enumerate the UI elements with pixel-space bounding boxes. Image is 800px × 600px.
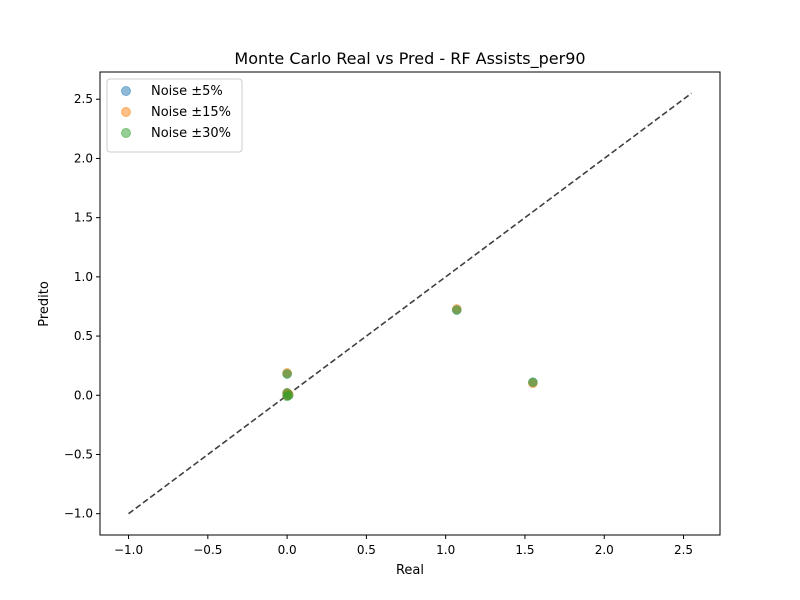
x-tick-label: −1.0 — [114, 543, 143, 557]
x-tick-label: 2.5 — [674, 543, 693, 557]
legend: Noise ±5% Noise ±15% Noise ±30% — [106, 78, 243, 153]
legend-marker-2 — [121, 107, 131, 117]
y-tick-label: −0.5 — [64, 447, 93, 461]
legend-marker-3 — [121, 128, 131, 138]
data-point-series-3-6 — [528, 377, 538, 387]
x-axis-label: Real — [396, 563, 424, 578]
y-tick-label: 2.5 — [74, 92, 93, 106]
x-tick-label: 1.0 — [436, 543, 455, 557]
y-tick-label: −1.0 — [64, 507, 93, 521]
data-points-layer — [282, 304, 538, 402]
x-tick-label: 1.5 — [515, 543, 534, 557]
y-tick-label: 1.0 — [74, 270, 93, 284]
data-point-series-3-5 — [452, 305, 462, 315]
y-tick-label: 0.5 — [74, 329, 93, 343]
plot-frame — [99, 71, 721, 536]
legend-marker-1 — [121, 86, 131, 96]
data-point-series-3-4 — [283, 390, 294, 401]
reference-line — [128, 92, 692, 515]
chart-title: Monte Carlo Real vs Pred - RF Assists_pe… — [234, 49, 585, 69]
legend-box — [106, 78, 243, 153]
y-tick-label: 1.5 — [74, 211, 93, 225]
reference-line-layer — [128, 92, 692, 515]
y-tick-label: 0.0 — [74, 388, 93, 402]
data-point-series-3-1 — [282, 369, 292, 379]
axes-layer: −1.0 −0.5 0.0 0.5 1.0 1.5 2.0 2.5 −1.0 −0.5 0.0 0.5… — [64, 71, 721, 557]
x-tick-label: −0.5 — [193, 543, 222, 557]
x-tick-label: 0.0 — [278, 543, 297, 557]
y-tick-label: 2.0 — [74, 151, 93, 165]
legend-label-3: Noise ±30% — [151, 126, 231, 141]
legend-label-2: Noise ±15% — [151, 105, 231, 120]
legend-label-1: Noise ±5% — [151, 84, 223, 99]
x-tick-label: 2.0 — [595, 543, 614, 557]
x-tick-label: 0.5 — [357, 543, 376, 557]
y-axis-label: Predito — [37, 281, 52, 327]
